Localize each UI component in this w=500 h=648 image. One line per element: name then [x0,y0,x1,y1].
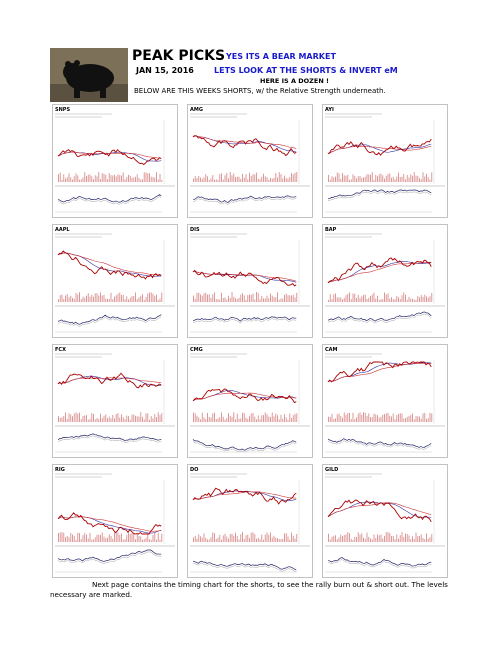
stock-chart-do: DO [187,464,313,578]
page-footer: Next page contains the timing chart for … [50,580,450,600]
chart-ticker: BAP [325,227,337,233]
stock-chart-snps: SNPS [52,104,178,218]
chart-ticker: DO [190,467,198,473]
headline-shorts: LETS LOOK AT THE SHORTS & INVERT eM [214,66,398,75]
chart-ticker: AMG [190,107,203,113]
stock-chart-rig: RIG [52,464,178,578]
page-subtitle: BELOW ARE THIS WEEKS SHORTS, w/ the Rela… [134,87,386,95]
page-header: PEAK PICKS JAN 15, 2016 YES ITS A BEAR M… [50,48,450,104]
stock-chart-bap: BAP [322,224,448,338]
stock-chart-dis: DIS [187,224,313,338]
headline-bear-market: YES ITS A BEAR MARKET [226,52,336,61]
chart-ticker: CAM [325,347,338,353]
stock-chart-aapl: AAPL [52,224,178,338]
bear-photo [50,48,128,102]
chart-ticker: AYI [325,107,334,113]
stock-chart-cam: CAM [322,344,448,458]
stock-chart-ayi: AYI [322,104,448,218]
chart-ticker: SNPS [55,107,70,113]
chart-ticker: GILD [325,467,338,473]
chart-ticker: AAPL [55,227,70,233]
stock-chart-amg: AMG [187,104,313,218]
chart-ticker: DIS [190,227,200,233]
chart-ticker: CMG [190,347,203,353]
chart-grid: SNPS AMG AYI AAPL DIS BAP FCX CMG CAM RIG DO GILD [52,104,448,584]
chart-ticker: FCX [55,347,66,353]
stock-chart-fcx: FCX [52,344,178,458]
chart-ticker: RIG [55,467,65,473]
page-title: PEAK PICKS [132,48,226,64]
page-date: JAN 15, 2016 [136,66,194,75]
footer-text: Next page contains the timing chart for … [50,580,448,599]
stock-chart-gild: GILD [322,464,448,578]
headline-dozen: HERE IS A DOZEN ! [260,77,329,85]
stock-chart-cmg: CMG [187,344,313,458]
